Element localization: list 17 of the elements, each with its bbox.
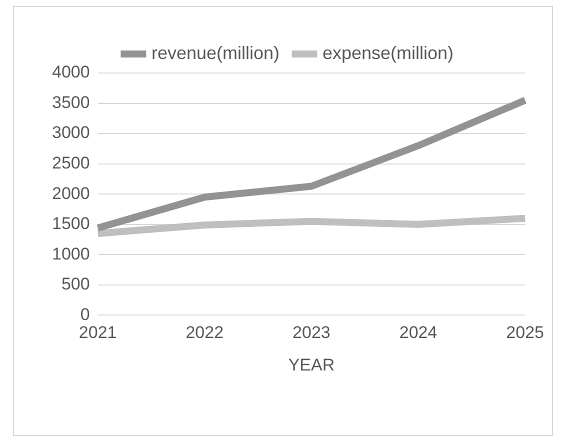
x-axis-title: YEAR	[288, 355, 335, 374]
y-tick-label: 4000	[52, 62, 90, 82]
y-tick-label: 1500	[52, 214, 90, 234]
y-tick-label: 500	[61, 274, 90, 294]
y-tick-label: 0	[80, 304, 90, 324]
legend-label: expense(million)	[322, 42, 454, 63]
y-tick-label: 2000	[52, 184, 90, 203]
legend-label: revenue(million)	[151, 42, 280, 63]
x-tick-label: 2025	[506, 323, 544, 342]
x-tick-label: 2024	[399, 323, 438, 342]
y-tick-label: 3500	[52, 92, 90, 112]
y-tick-label: 3000	[52, 123, 90, 142]
x-tick-label: 2021	[78, 323, 117, 342]
y-tick-label: 2500	[52, 154, 90, 173]
y-tick-label: 1000	[52, 244, 90, 264]
x-tick-label: 2023	[292, 323, 330, 342]
x-tick-label: 2022	[186, 323, 224, 342]
